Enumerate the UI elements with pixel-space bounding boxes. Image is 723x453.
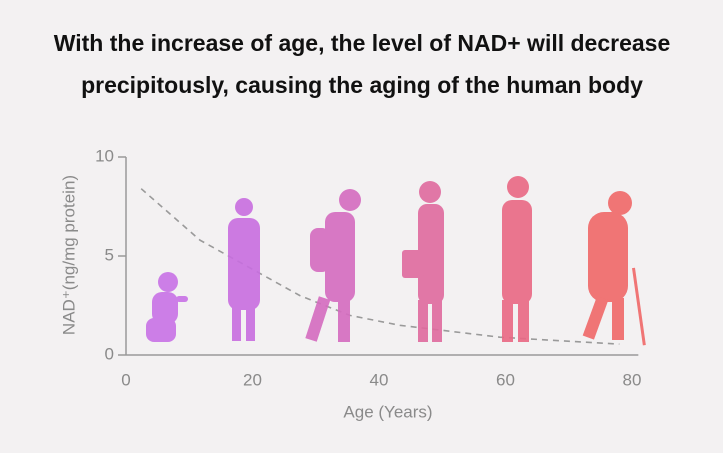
child [228, 198, 260, 341]
chart-title: With the increase of age, the level of N… [54, 30, 671, 56]
baby [146, 272, 188, 342]
adult-backpack [305, 189, 361, 342]
old-person [582, 191, 646, 346]
x-tick-label: 60 [496, 370, 515, 389]
silhouettes [146, 176, 646, 346]
x-axis-label: Age (Years) [343, 402, 432, 421]
elder [502, 176, 532, 342]
x-tick-label: 80 [623, 370, 642, 389]
x-tick-label: 40 [370, 370, 389, 389]
x-tick-label: 20 [243, 370, 262, 389]
y-tick-label: 10 [95, 146, 114, 165]
y-axis-label: NAD⁺(ng/mg protein) [59, 175, 78, 335]
y-tick-label: 5 [105, 245, 114, 264]
adult-bag [402, 181, 444, 342]
chart-title: precipitously, causing the aging of the … [81, 72, 643, 98]
y-tick-label: 0 [105, 344, 114, 363]
x-tick-label: 0 [121, 370, 130, 389]
